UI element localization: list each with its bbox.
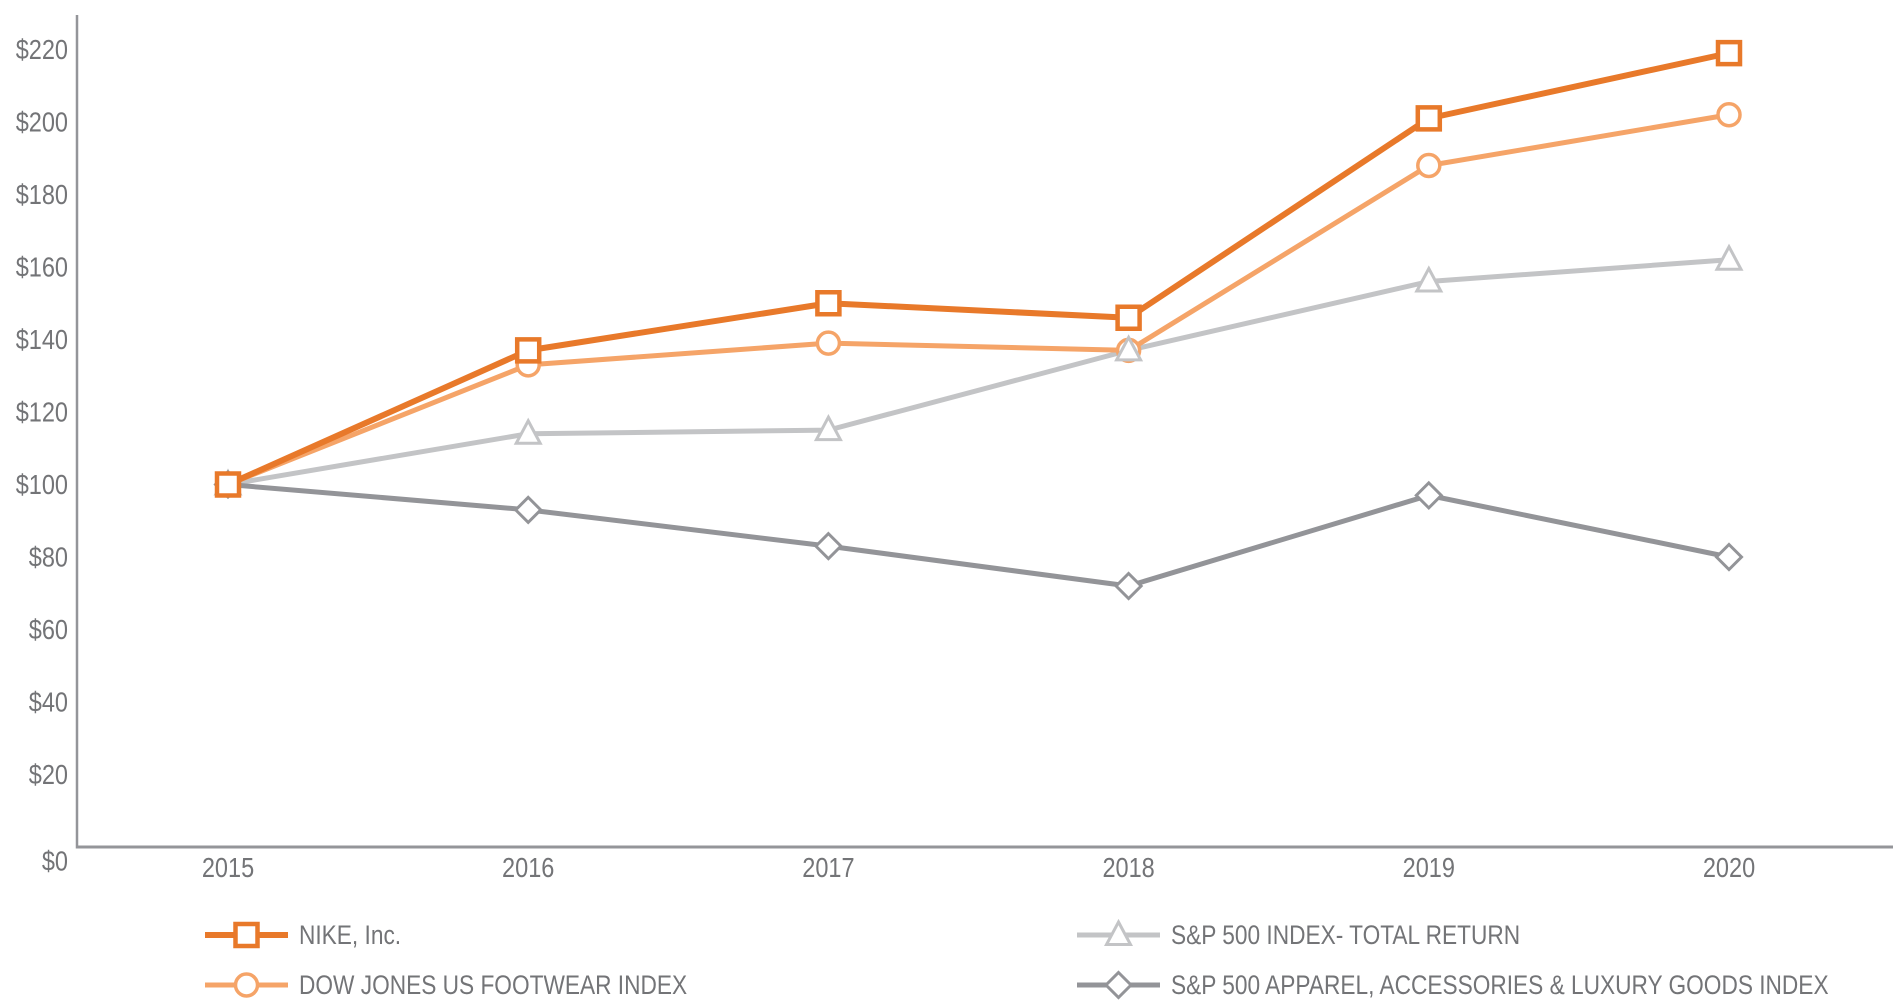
y-tick-label: $160 bbox=[16, 253, 68, 283]
diamond-marker-icon-legend bbox=[1103, 970, 1134, 1000]
square-marker-icon-0 bbox=[1715, 39, 1743, 67]
triangle-marker-icon-2 bbox=[1414, 265, 1444, 293]
diamond-marker-icon-3 bbox=[813, 531, 844, 561]
diamond-marker-icon-3 bbox=[513, 495, 543, 525]
series-line-2 bbox=[227, 257, 1730, 487]
square-marker-icon-0 bbox=[815, 290, 842, 317]
triangle-marker-icon-2 bbox=[1714, 243, 1744, 271]
x-tick-label: 2017 bbox=[802, 853, 854, 883]
triangle-marker-icon-2 bbox=[1114, 334, 1144, 362]
y-tick-label: $20 bbox=[29, 760, 68, 790]
y-tick-label: $120 bbox=[16, 398, 68, 428]
series-line-3 bbox=[227, 482, 1730, 589]
line-circle-marker-icon bbox=[205, 972, 288, 998]
diamond-marker-icon-3 bbox=[1414, 480, 1444, 510]
y-tick-label: $200 bbox=[16, 108, 68, 138]
y-tick-label: $80 bbox=[29, 543, 68, 573]
square-marker-icon-0 bbox=[514, 337, 542, 364]
chart-svg: $0 $20 $40 $60 $80 $100 $120 $140 $160 $180 $200 $2… bbox=[16, 15, 1893, 883]
square-marker-icon-legend bbox=[233, 921, 260, 949]
y-tick-label: $0 bbox=[42, 847, 68, 877]
triangle-marker-icon-2 bbox=[813, 413, 843, 442]
legend-label-dow-jones-us-footwear-index: DOW JONES US FOOTWEAR INDEX bbox=[299, 969, 688, 1000]
legend-item-dow-jones-us-footwear-index: DOW JONES US FOOTWEAR INDEX bbox=[205, 967, 761, 1003]
legend: NIKE, Inc. DOW JONES US FOOTWEAR INDEX S… bbox=[0, 910, 1904, 1005]
legend-label-sp500-total-return: S&P 500 INDEX- TOTAL RETURN bbox=[1171, 919, 1521, 950]
diamond-marker-icon-3 bbox=[1714, 542, 1744, 572]
y-tick-label: $140 bbox=[16, 325, 68, 355]
legend-label-sp500-apparel-luxury-goods: S&P 500 APPAREL, ACCESSORIES & LUXURY GO… bbox=[1171, 969, 1829, 1000]
x-tick-label: 2019 bbox=[1403, 853, 1455, 883]
y-tick-label: $60 bbox=[29, 615, 68, 645]
diamond-marker-icon-3 bbox=[1113, 571, 1144, 601]
y-tick-label: $40 bbox=[29, 688, 68, 718]
circle-marker-icon-1 bbox=[1416, 152, 1442, 179]
square-marker-icon-0 bbox=[1415, 105, 1443, 132]
y-tick-label: $100 bbox=[16, 470, 68, 500]
circle-marker-icon-legend bbox=[233, 972, 260, 998]
square-marker-icon-0 bbox=[1115, 304, 1142, 331]
x-tick-label: 2016 bbox=[502, 853, 554, 883]
x-tick-label: 2018 bbox=[1102, 853, 1154, 883]
series-line-1 bbox=[227, 112, 1730, 487]
legend-item-sp500-apparel-luxury-goods: S&P 500 APPAREL, ACCESSORIES & LUXURY GO… bbox=[1077, 967, 1904, 1003]
line-triangle-marker-icon bbox=[1077, 918, 1160, 946]
legend-label-nike: NIKE, Inc. bbox=[299, 919, 402, 950]
legend-column-left: NIKE, Inc. DOW JONES US FOOTWEAR INDEX bbox=[205, 917, 761, 1005]
y-tick-label: $220 bbox=[16, 35, 68, 65]
circle-marker-icon-1 bbox=[1716, 102, 1742, 128]
square-marker-icon-0 bbox=[214, 471, 242, 498]
legend-item-nike: NIKE, Inc. bbox=[205, 917, 761, 953]
triangle-marker-icon-2 bbox=[513, 417, 543, 445]
x-tick-label: 2020 bbox=[1703, 853, 1755, 883]
line-square-marker-icon bbox=[205, 921, 288, 949]
x-tick-label: 2015 bbox=[202, 853, 254, 883]
triangle-marker-icon-legend bbox=[1104, 918, 1133, 946]
series-line-0 bbox=[226, 50, 1730, 488]
legend-column-right: S&P 500 INDEX- TOTAL RETURN S&P 500 APPA… bbox=[1077, 917, 1904, 1005]
legend-item-sp500-total-return: S&P 500 INDEX- TOTAL RETURN bbox=[1077, 917, 1904, 953]
y-tick-label: $180 bbox=[16, 180, 68, 210]
circle-marker-icon-1 bbox=[815, 330, 842, 356]
line-diamond-marker-icon bbox=[1077, 970, 1160, 1000]
